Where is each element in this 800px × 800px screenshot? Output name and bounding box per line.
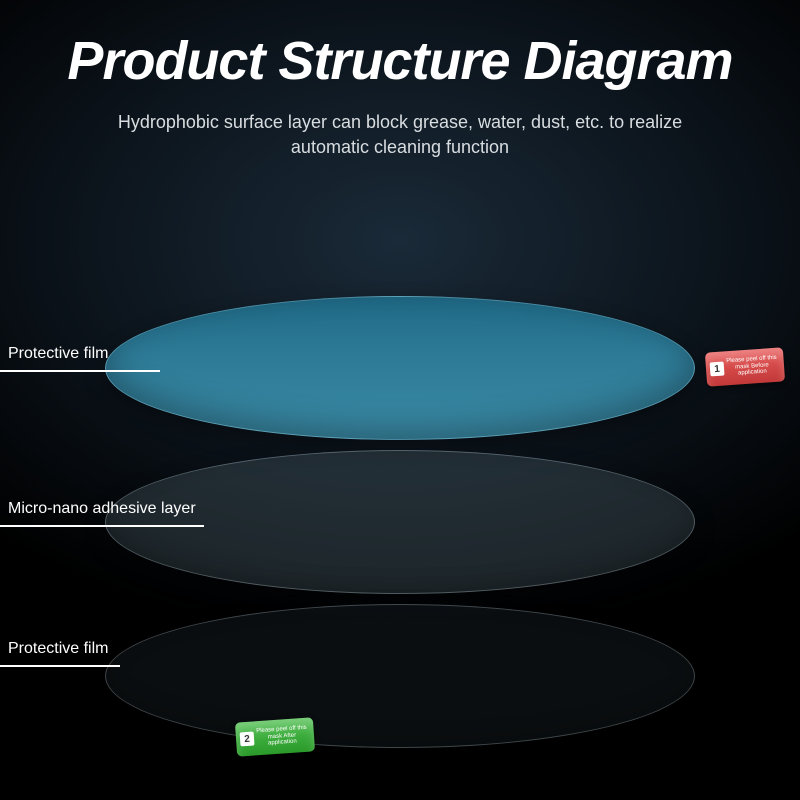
layer-leader-line-2 [0, 525, 204, 527]
layer-label-3: Protective film [8, 640, 108, 658]
peel-tab-1-red: 1 Please peel off this mask Before appli… [705, 347, 785, 386]
page-subtitle: Hydrophobic surface layer can block grea… [80, 110, 720, 160]
page-title: Product Structure Diagram [0, 30, 800, 92]
layer-bottom-protective-film [105, 604, 695, 748]
tab-number-icon: 1 [710, 361, 725, 376]
tab-number-icon: 2 [240, 731, 255, 746]
layer-leader-line-1 [0, 370, 160, 372]
layer-label-1: Protective film [8, 345, 108, 363]
layer-middle-adhesive [105, 450, 695, 594]
layer-label-2: Micro-nano adhesive layer [8, 500, 196, 518]
peel-tab-2-green: 2 Please peel off this mask After applic… [235, 717, 315, 756]
layer-top-protective-film [105, 296, 695, 440]
layer-leader-line-3 [0, 665, 120, 667]
